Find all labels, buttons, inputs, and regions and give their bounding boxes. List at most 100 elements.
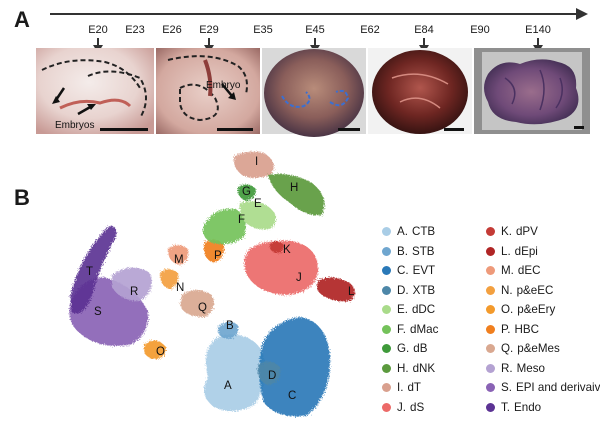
photo-strip [36, 48, 590, 137]
cluster-m-label: M [174, 254, 184, 266]
cluster-q-label: Q [198, 302, 207, 314]
photo-e20 [36, 48, 154, 134]
cluster-f-points [203, 208, 246, 245]
legend-swatch [486, 324, 495, 334]
legend-swatch [382, 227, 391, 237]
legend-code: I. [397, 381, 404, 395]
cluster-d-label: D [268, 370, 276, 382]
cluster-b-points [217, 321, 239, 339]
cluster-a-label: A [224, 380, 232, 392]
legend-item-f: F. dMac [382, 320, 438, 340]
legend-swatch [486, 285, 495, 295]
cluster-r-points [112, 267, 152, 301]
cluster-f-label: F [238, 214, 245, 226]
legend-item-m: M. dEC [486, 261, 600, 281]
legend-code: Q. [501, 342, 514, 356]
cluster-d-points [257, 361, 281, 385]
cluster-k-label: K [283, 244, 291, 256]
cluster-l-points [316, 277, 355, 302]
cluster-j-points [244, 240, 319, 295]
legend-code: L. [501, 244, 511, 258]
legend-swatch [486, 246, 495, 256]
cluster-i-points [233, 151, 274, 178]
cluster-m-points [168, 245, 189, 265]
timeline-tick-labels: E20 E23 E26 E29 E35 E45 E62 E84 E90 E140 [0, 0, 600, 40]
legend-code: S. [501, 381, 512, 395]
legend-code: E. [397, 303, 408, 317]
legend-swatch [382, 383, 391, 393]
legend-code: M. [501, 264, 514, 278]
legend-item-s: S.EPI and derivaives [486, 378, 600, 398]
timeline-tick-e84: E84 [414, 24, 434, 36]
timeline-tick-e26: E26 [162, 24, 182, 36]
cluster-g-points [237, 184, 256, 201]
legend-label: Endo [514, 400, 542, 414]
legend-label: p&eMes [517, 342, 560, 356]
cluster-e-points [239, 201, 277, 230]
cluster-r-label: R [130, 286, 138, 298]
legend-label: dMac [410, 322, 439, 336]
cluster-p-label: P [214, 250, 222, 262]
cluster-i-label: I [255, 156, 258, 168]
legend-swatch [486, 363, 495, 373]
timeline-tick-e62: E62 [360, 24, 380, 36]
timeline-tick-e90: E90 [470, 24, 490, 36]
cluster-k-points [269, 241, 284, 253]
legend-label: p&eEC [516, 283, 554, 297]
scale-bar [100, 128, 148, 131]
legend-item-p: P. HBC [486, 320, 600, 340]
legend-swatch [486, 402, 495, 412]
legend-code: O. [501, 303, 514, 317]
legend-label: EVT [412, 264, 436, 278]
photo-e84 [368, 48, 472, 134]
legend-item-d: D. XTB [382, 281, 438, 301]
photo-e140 [474, 48, 590, 134]
legend-label: STB [411, 244, 435, 258]
legend-code: J. [397, 400, 407, 414]
legend-swatch [382, 402, 391, 412]
legend-label: dDC [411, 303, 436, 317]
legend-code: H. [397, 361, 409, 375]
cluster-b-label: B [226, 320, 234, 332]
legend-item-e: E. dDC [382, 300, 438, 320]
legend-label: HBC [514, 322, 539, 336]
photo-e29 [156, 48, 260, 134]
legend-label: dT [407, 381, 421, 395]
cluster-t-points [70, 226, 117, 314]
cluster-j-label: J [296, 272, 302, 284]
legend-swatch [382, 246, 391, 256]
legend-label: XTB [412, 283, 436, 297]
legend-code: R. [501, 361, 513, 375]
timeline-tick-e45: E45 [305, 24, 325, 36]
cluster-l-label: L [348, 286, 355, 298]
umap-plot: A B CD EF G H I J K L M N O P Q R S T [69, 151, 355, 417]
legend-label: EPI and derivaives [515, 381, 600, 395]
cluster-c-label: C [288, 390, 296, 402]
legend-swatch [382, 344, 391, 354]
legend-swatch [486, 227, 495, 237]
legend-item-n: N. p&eEC [486, 281, 600, 301]
cluster-g-label: G [242, 186, 251, 198]
legend-code: P. [501, 322, 511, 336]
panel-a-label: A [14, 7, 30, 32]
legend-label: dEC [517, 264, 541, 278]
timeline-tick-e140: E140 [525, 24, 551, 36]
cluster-h-label: H [290, 182, 298, 194]
legend-swatch [382, 305, 391, 315]
legend-item-j: J. dS [382, 398, 438, 418]
legend-swatch [382, 285, 391, 295]
panel-b-label: B [14, 185, 30, 210]
legend-item-k: K. dPV [486, 222, 600, 242]
cluster-q-points [180, 290, 214, 317]
photo-e20-caption: Embryos [55, 120, 95, 131]
cluster-t-label: T [86, 266, 93, 278]
legend-code: A. [397, 225, 408, 239]
cluster-o-label: O [156, 346, 165, 358]
timeline-tick-e20: E20 [88, 24, 108, 36]
legend-label: p&eEry [517, 303, 556, 317]
legend-label: dPV [515, 225, 538, 239]
legend-item-g: G. dB [382, 339, 438, 359]
legend-item-t: T. Endo [486, 398, 600, 418]
legend-code: T. [501, 400, 511, 414]
legend-swatch [382, 363, 391, 373]
